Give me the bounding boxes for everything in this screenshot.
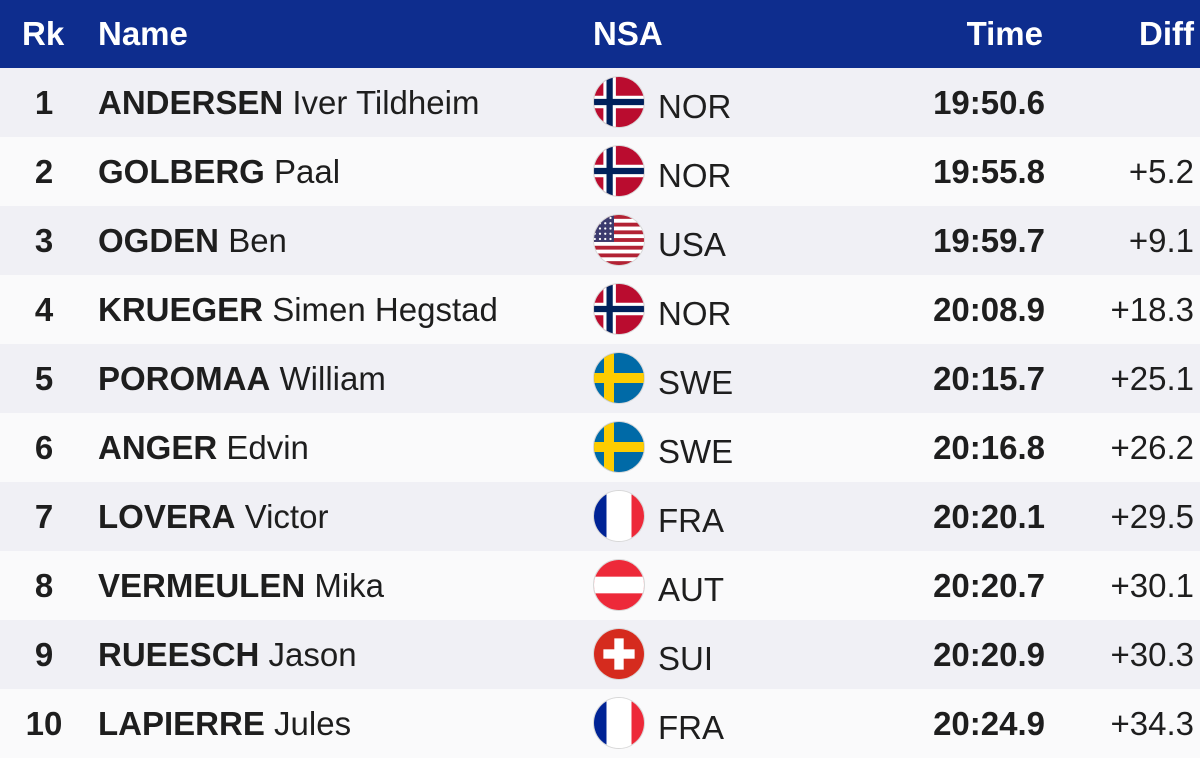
- rank-cell: 1: [34, 84, 54, 121]
- athlete-name-cell[interactable]: OGDEN Ben: [98, 222, 287, 260]
- diff-cell: +26.2: [1110, 429, 1195, 466]
- athlete-name-cell[interactable]: GOLBERG Paal: [98, 153, 340, 191]
- athlete-name-cell[interactable]: LAPIERRE Jules: [98, 705, 351, 743]
- time-cell: 20:16.8: [933, 429, 1045, 466]
- nsa-column-header[interactable]: NSA: [593, 15, 663, 52]
- nsa-code: SUI: [658, 640, 714, 677]
- athlete-surname: LOVERA: [98, 498, 236, 535]
- athlete-given-name: Paal: [274, 153, 341, 190]
- diff-cell: +34.3: [1110, 705, 1195, 742]
- athlete-surname: ANGER: [98, 429, 218, 466]
- diff-cell: +9.1: [1128, 222, 1194, 259]
- table-row[interactable]: 10 LAPIERRE Jules FRA 20:24.9 +34.3: [0, 689, 1200, 758]
- diff-cell: +30.1: [1110, 567, 1195, 604]
- table-row[interactable]: 1 ANDERSEN Iver Tildheim NOR 19:50.6: [0, 68, 1200, 137]
- time-cell: 20:20.1: [933, 498, 1045, 535]
- athlete-name-cell[interactable]: POROMAA William: [98, 360, 386, 398]
- rank-cell: 3: [34, 222, 54, 259]
- table-row[interactable]: 3 OGDEN Ben USA 19:59.7 +9.1: [0, 206, 1200, 275]
- athlete-name-cell[interactable]: ANGER Edvin: [98, 429, 309, 467]
- norway-flag-icon: [593, 283, 645, 335]
- nsa-code: NOR: [658, 157, 732, 194]
- table-row[interactable]: 8 VERMEULEN Mika AUT 20:20.7 +30.1: [0, 551, 1200, 620]
- nsa-code: SWE: [658, 364, 734, 401]
- diff-cell: +18.3: [1110, 291, 1195, 328]
- nsa-code: SWE: [658, 433, 734, 470]
- athlete-surname: KRUEGER: [98, 291, 264, 328]
- athlete-name-cell[interactable]: ANDERSEN Iver Tildheim: [98, 84, 479, 122]
- diff-cell: +29.5: [1110, 498, 1195, 535]
- time-cell: 20:15.7: [933, 360, 1045, 397]
- athlete-name-cell[interactable]: RUEESCH Jason: [98, 636, 357, 674]
- time-cell: 20:24.9: [933, 705, 1045, 742]
- time-cell: 19:59.7: [933, 222, 1045, 259]
- name-column-header[interactable]: Name: [98, 15, 188, 52]
- usa-flag-icon: [593, 214, 645, 266]
- austria-flag-icon: [593, 559, 645, 611]
- nsa-code: FRA: [658, 709, 724, 746]
- rank-cell: 10: [25, 705, 63, 742]
- table-row[interactable]: 7 LOVERA Victor FRA 20:20.1 +29.5: [0, 482, 1200, 551]
- nsa-code: NOR: [658, 295, 732, 332]
- sweden-flag-icon: [593, 352, 645, 404]
- france-flag-icon: [593, 490, 645, 542]
- athlete-surname: GOLBERG: [98, 153, 265, 190]
- athlete-surname: RUEESCH: [98, 636, 260, 673]
- rank-cell: 5: [34, 360, 54, 397]
- time-cell: 19:50.6: [933, 84, 1045, 121]
- athlete-given-name: Mika: [314, 567, 385, 604]
- nsa-code: FRA: [658, 502, 724, 539]
- switzerland-flag-icon: [593, 628, 645, 680]
- table-row[interactable]: 4 KRUEGER Simen Hegstad NOR 20:08.9 +18.3: [0, 275, 1200, 344]
- time-column-header[interactable]: Time: [966, 15, 1043, 52]
- athlete-given-name: Jason: [268, 636, 357, 673]
- athlete-surname: OGDEN: [98, 222, 220, 259]
- athlete-given-name: William: [279, 360, 386, 397]
- diff-cell: +5.2: [1128, 153, 1194, 190]
- athlete-given-name: Simen Hegstad: [272, 291, 498, 328]
- athlete-given-name: Victor: [244, 498, 329, 535]
- norway-flag-icon: [593, 145, 645, 197]
- rank-cell: 4: [34, 291, 54, 328]
- time-cell: 20:20.7: [933, 567, 1045, 604]
- rank-column-header[interactable]: Rk: [22, 15, 65, 52]
- athlete-given-name: Jules: [274, 705, 352, 742]
- athlete-surname: LAPIERRE: [98, 705, 265, 742]
- sweden-flag-icon: [593, 421, 645, 473]
- table-row[interactable]: 9 RUEESCH Jason SUI 20:20.9 +30.3: [0, 620, 1200, 689]
- athlete-name-cell[interactable]: VERMEULEN Mika: [98, 567, 384, 605]
- athlete-surname: ANDERSEN: [98, 84, 284, 121]
- table-row[interactable]: 6 ANGER Edvin SWE 20:16.8 +26.2: [0, 413, 1200, 482]
- rank-cell: 8: [34, 567, 54, 604]
- table-header: Rk Name NSA Time Diff: [0, 0, 1200, 68]
- diff-column-header[interactable]: Diff: [1139, 15, 1194, 52]
- time-cell: 20:20.9: [933, 636, 1045, 673]
- athlete-surname: POROMAA: [98, 360, 271, 397]
- rank-cell: 9: [34, 636, 54, 673]
- time-cell: 20:08.9: [933, 291, 1045, 328]
- table-row[interactable]: 5 POROMAA William SWE 20:15.7 +25.1: [0, 344, 1200, 413]
- nsa-code: NOR: [658, 88, 732, 125]
- athlete-given-name: Ben: [228, 222, 287, 259]
- athlete-name-cell[interactable]: KRUEGER Simen Hegstad: [98, 291, 498, 329]
- norway-flag-icon: [593, 76, 645, 128]
- diff-cell: +30.3: [1110, 636, 1195, 673]
- diff-cell: +25.1: [1110, 360, 1195, 397]
- nsa-code: AUT: [658, 571, 724, 608]
- rank-cell: 2: [34, 153, 54, 190]
- nsa-code: USA: [658, 226, 726, 263]
- athlete-given-name: Iver Tildheim: [292, 84, 480, 121]
- table-row[interactable]: 2 GOLBERG Paal NOR 19:55.8 +5.2: [0, 137, 1200, 206]
- rank-cell: 7: [34, 498, 54, 535]
- rank-cell: 6: [34, 429, 54, 466]
- time-cell: 19:55.8: [933, 153, 1045, 190]
- athlete-given-name: Edvin: [226, 429, 309, 466]
- athlete-name-cell[interactable]: LOVERA Victor: [98, 498, 328, 536]
- france-flag-icon: [593, 697, 645, 749]
- athlete-surname: VERMEULEN: [98, 567, 306, 604]
